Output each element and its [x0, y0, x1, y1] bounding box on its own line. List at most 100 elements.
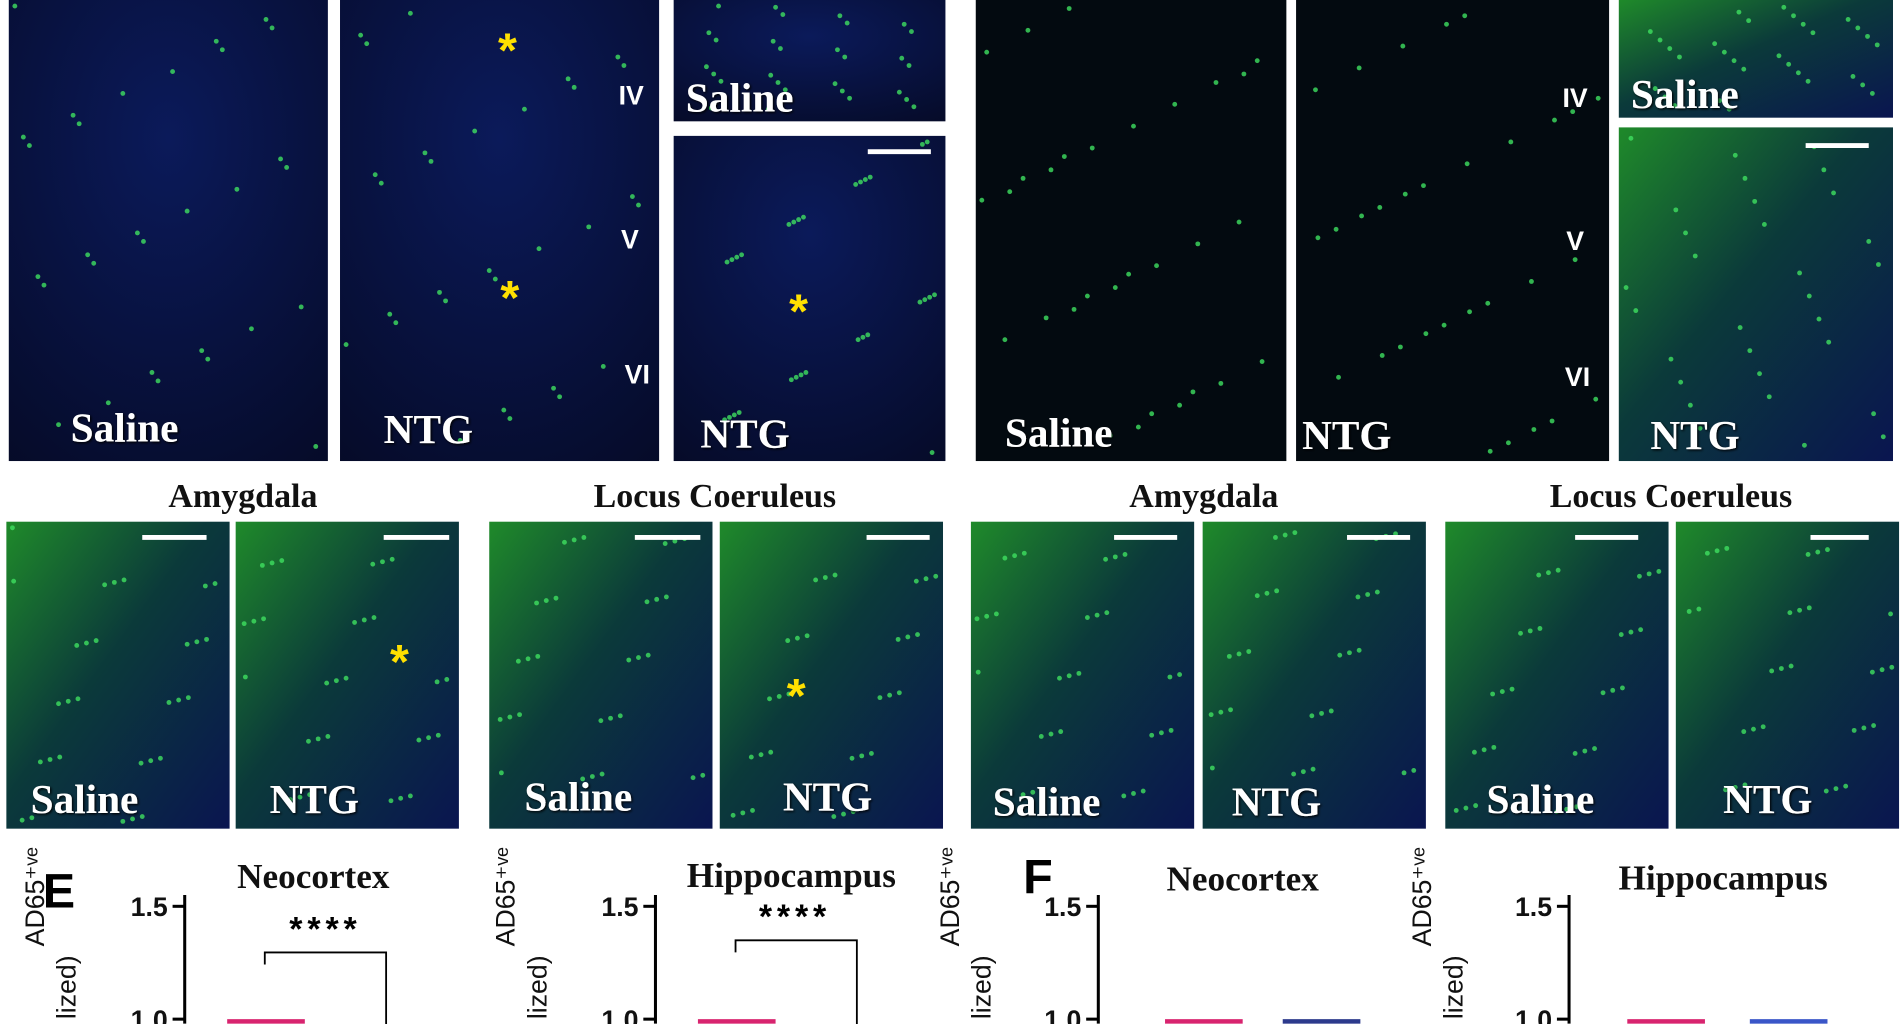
cell: [389, 556, 395, 562]
cell: [849, 755, 855, 761]
cell: [1337, 652, 1343, 658]
cell: [19, 817, 25, 823]
cell: [1714, 548, 1720, 554]
cell: [581, 535, 587, 540]
cell: [1815, 549, 1821, 555]
cell: [1570, 109, 1576, 115]
significance: ****: [289, 910, 361, 948]
panel-label: NTG: [700, 411, 789, 457]
cell: [906, 63, 912, 68]
cell: [786, 691, 792, 697]
cell: [1766, 394, 1772, 400]
cell: [1481, 747, 1487, 753]
cell: [1546, 570, 1551, 576]
cell: [796, 217, 802, 223]
cell: [149, 370, 155, 375]
cell: [1742, 782, 1748, 788]
cell: [1084, 293, 1090, 299]
region-title: Locus Coeruleus: [594, 478, 837, 515]
cell: [853, 181, 859, 187]
cell: [1108, 433, 1113, 438]
cell: [1656, 569, 1662, 574]
cell: [1843, 783, 1849, 789]
cell: [1094, 612, 1100, 618]
cell: [1529, 279, 1534, 284]
cell: [284, 165, 290, 170]
cell: [1135, 424, 1141, 430]
cell: [1444, 21, 1449, 27]
cell: [1236, 651, 1242, 657]
cell: [74, 643, 80, 648]
cell: [141, 239, 146, 244]
cell: [102, 582, 108, 588]
cell: [219, 47, 225, 53]
cell: [10, 525, 15, 531]
cell: [557, 394, 563, 400]
cell: [1411, 768, 1417, 773]
cell: [287, 797, 293, 802]
cell: [1167, 674, 1173, 680]
cell: [1555, 567, 1561, 573]
cell: [313, 444, 319, 449]
cell: [1869, 669, 1875, 675]
cell: [727, 414, 732, 420]
cell: [1213, 80, 1219, 85]
y-label-part: lized): [1438, 955, 1468, 1019]
cell: [1697, 425, 1703, 431]
cell: [1177, 402, 1183, 408]
y-tick-label: 1.0: [1515, 1005, 1552, 1024]
cell: [1677, 54, 1682, 60]
cell: [1030, 789, 1036, 795]
cell: [1058, 729, 1064, 735]
cell: [543, 598, 549, 603]
cell: [324, 680, 330, 686]
cell: [1761, 222, 1767, 227]
cell: [1112, 554, 1118, 560]
cell: [343, 342, 349, 347]
cell: [1177, 672, 1183, 678]
cell: [1889, 664, 1895, 670]
cell: [1673, 207, 1679, 213]
cell: [701, 98, 707, 104]
cell: [1879, 667, 1885, 673]
cell: [422, 150, 428, 156]
cell: [1356, 65, 1362, 71]
chart-title: Hippocampus: [1619, 858, 1828, 897]
cell: [718, 78, 724, 84]
cell: [562, 539, 567, 545]
cell: [1319, 710, 1324, 716]
cell: [380, 559, 385, 565]
cell: [1140, 788, 1146, 794]
cell: [37, 759, 43, 765]
cell: [1208, 712, 1214, 718]
cell: [1264, 590, 1270, 596]
cell: [1851, 727, 1857, 733]
cell: [839, 88, 845, 94]
cell: [501, 407, 507, 413]
cell: [35, 274, 41, 280]
cell: [1274, 588, 1280, 594]
y-axis-label: lized)AD65⁺ᵛᵉ: [20, 847, 82, 1019]
cell: [130, 816, 135, 822]
cell: [1741, 66, 1747, 72]
cell: [1731, 58, 1737, 64]
cell: [12, 3, 18, 9]
cell: [11, 578, 17, 584]
cell: [1831, 190, 1836, 196]
cell: [249, 326, 254, 332]
cell: [134, 230, 140, 236]
cell: [1732, 784, 1738, 790]
cell: [306, 738, 311, 744]
region-title: Amygdala: [168, 478, 317, 515]
cell: [1593, 396, 1599, 402]
cell: [713, 37, 719, 43]
cell: [1402, 191, 1408, 197]
cell: [202, 583, 208, 589]
cell: [1564, 806, 1570, 812]
micrograph: [1445, 521, 1669, 829]
cell: [1254, 58, 1260, 64]
cell: [859, 753, 865, 759]
cell: [1300, 769, 1306, 775]
micrograph: [970, 521, 1195, 829]
